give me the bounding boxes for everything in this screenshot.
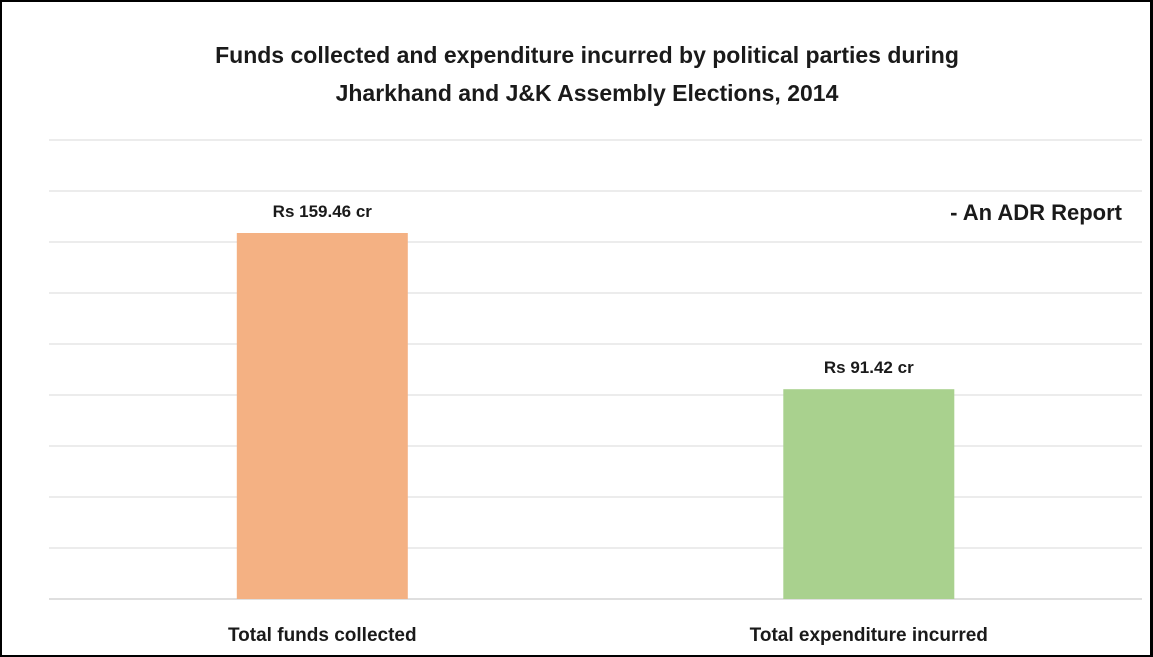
chart-title-line-1: Funds collected and expenditure incurred…	[215, 42, 959, 68]
gridlines	[49, 139, 1142, 600]
bar-1	[236, 233, 408, 599]
data-labels: Rs 159.46 cr Rs 91.42 cr	[273, 202, 914, 377]
bar-2	[783, 389, 955, 599]
chart-title-line-2: Jharkhand and J&K Assembly Elections, 20…	[335, 80, 839, 106]
bars	[236, 233, 955, 599]
category-label-1: Total funds collected	[228, 625, 417, 646]
report-annotation: - An ADR Report	[950, 200, 1122, 225]
category-labels: Total funds collected Total expenditure i…	[228, 625, 988, 646]
data-label-2: Rs 91.42 cr	[824, 358, 914, 377]
chart-title: Funds collected and expenditure incurred…	[2, 36, 1153, 112]
category-label-2: Total expenditure incurred	[750, 625, 988, 646]
data-label-1: Rs 159.46 cr	[273, 202, 373, 221]
